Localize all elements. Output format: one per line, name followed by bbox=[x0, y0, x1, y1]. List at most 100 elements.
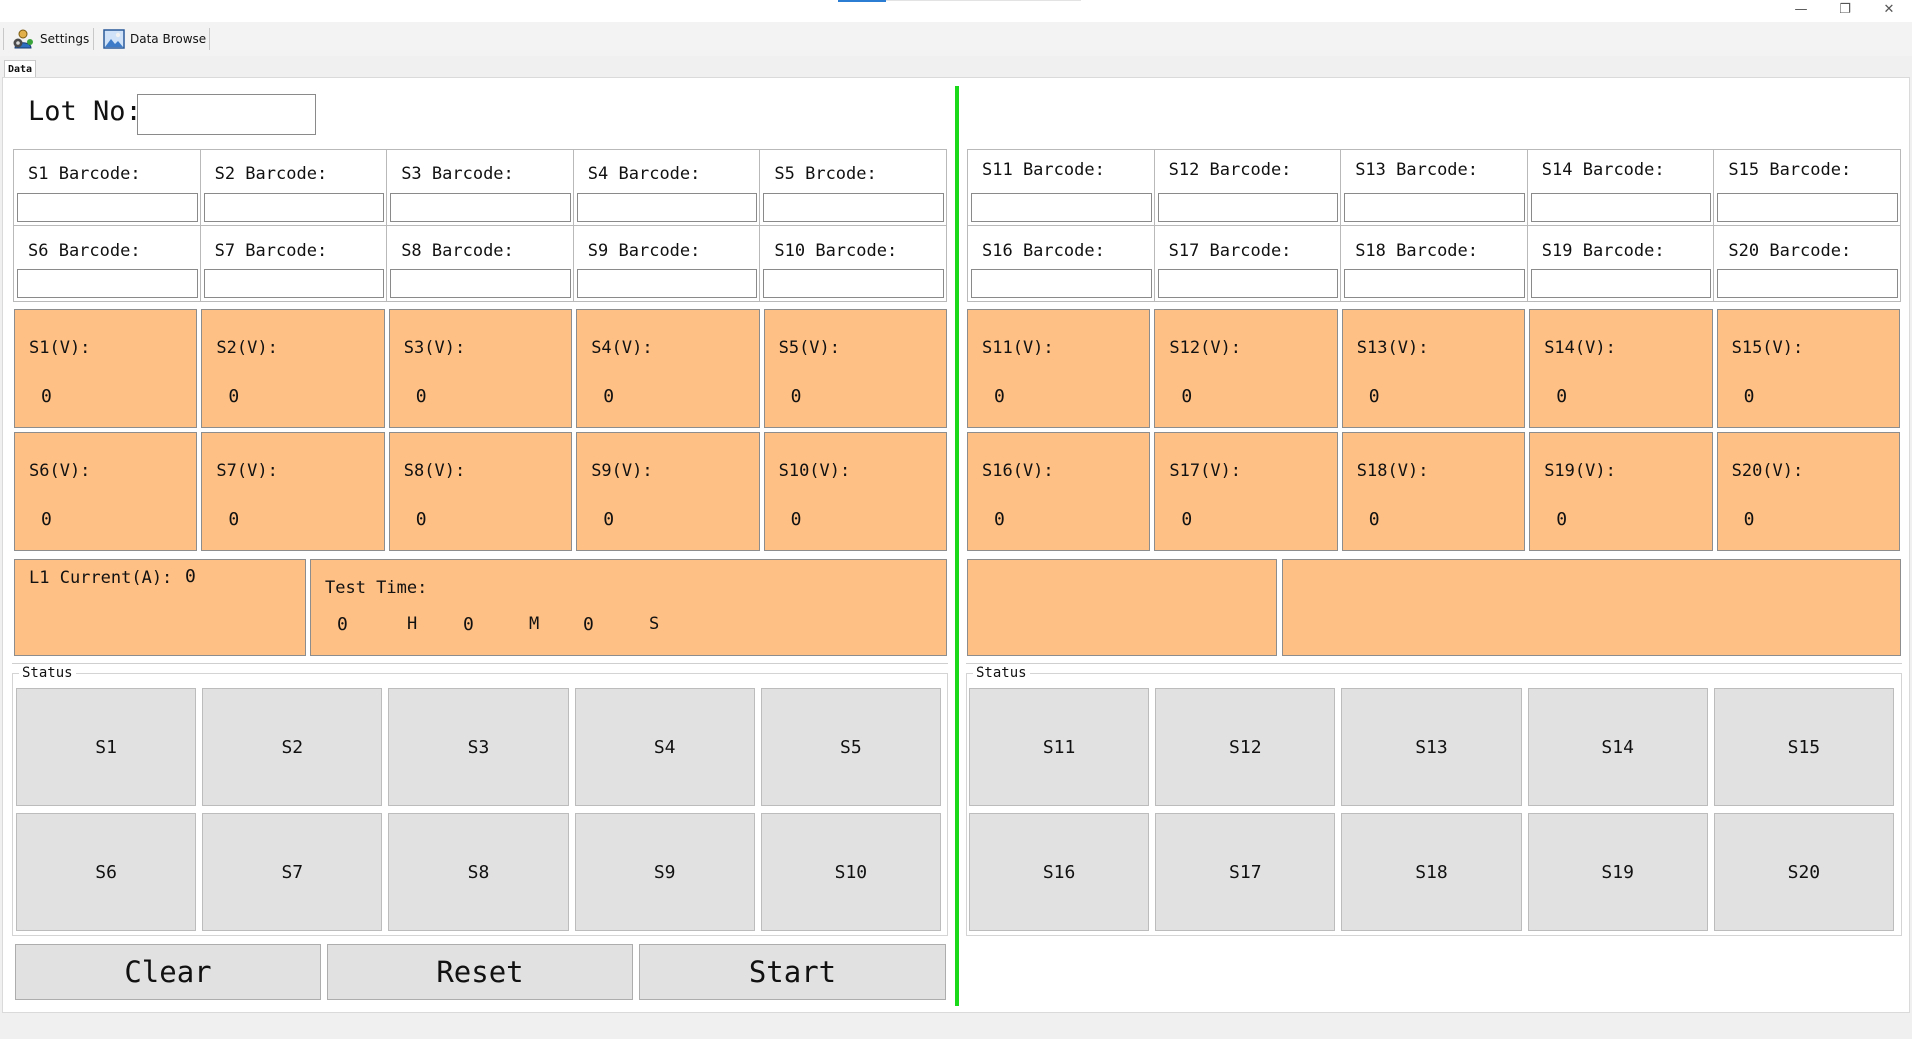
voltage-cell: S1(V): 0 bbox=[14, 309, 198, 428]
data-browse-button[interactable]: Data Browse bbox=[96, 26, 212, 52]
voltage-label: S18(V): bbox=[1356, 461, 1429, 481]
barcode-cell: S9 Barcode: bbox=[572, 225, 761, 302]
barcode-cell: S4 Barcode: bbox=[572, 149, 761, 226]
voltage-label: S7(V): bbox=[216, 461, 278, 481]
status-indicator[interactable]: S11 bbox=[969, 688, 1150, 806]
settings-person-gear-icon bbox=[13, 29, 33, 49]
status-indicator[interactable]: S18 bbox=[1341, 813, 1522, 931]
voltage-cell: S14(V): 0 bbox=[1529, 309, 1713, 428]
voltage-label: S13(V): bbox=[1356, 338, 1429, 358]
tab-data[interactable]: Data bbox=[4, 60, 36, 78]
status-indicator[interactable]: S9 bbox=[574, 813, 755, 931]
voltage-label: S20(V): bbox=[1731, 461, 1804, 481]
voltage-label: S19(V): bbox=[1544, 461, 1616, 481]
voltage-cell: S9(V): 0 bbox=[576, 432, 760, 551]
status-indicator[interactable]: S14 bbox=[1527, 688, 1708, 806]
barcode-input[interactable] bbox=[576, 269, 758, 298]
status-indicator[interactable]: S10 bbox=[760, 813, 941, 931]
status-indicator[interactable]: S8 bbox=[388, 813, 569, 931]
voltage-value: 0 bbox=[1368, 386, 1380, 407]
start-button[interactable]: Start bbox=[639, 944, 946, 1000]
barcode-cell: S2 Barcode: bbox=[199, 149, 388, 226]
voltage-cell: S6(V): 0 bbox=[14, 432, 198, 551]
barcode-input[interactable] bbox=[203, 193, 385, 222]
barcode-cell: S3 Barcode: bbox=[386, 149, 574, 226]
barcode-cell: S15 Barcode: bbox=[1713, 149, 1901, 226]
status-indicator[interactable]: S2 bbox=[202, 688, 383, 806]
status-indicator[interactable]: S4 bbox=[574, 688, 755, 806]
barcode-input[interactable] bbox=[576, 193, 758, 222]
barcode-input[interactable] bbox=[1344, 269, 1525, 298]
barcode-input[interactable] bbox=[971, 193, 1152, 222]
barcode-cell: S19 Barcode: bbox=[1526, 225, 1715, 302]
voltage-value: 0 bbox=[41, 386, 52, 407]
close-button[interactable]: ✕ bbox=[1883, 2, 1895, 17]
barcode-input[interactable] bbox=[1717, 193, 1898, 222]
status-indicator[interactable]: S6 bbox=[16, 813, 197, 931]
left-separator bbox=[12, 663, 948, 664]
barcode-label: S18 Barcode: bbox=[1355, 241, 1479, 261]
status-indicator[interactable]: S19 bbox=[1527, 813, 1708, 931]
barcode-label: S17 Barcode: bbox=[1168, 241, 1292, 261]
left-status-group: Status bbox=[12, 665, 948, 936]
settings-button[interactable]: Settings bbox=[6, 26, 95, 52]
status-indicator[interactable]: S5 bbox=[760, 688, 941, 806]
status-indicator[interactable]: S20 bbox=[1713, 813, 1894, 931]
voltage-value: 0 bbox=[41, 509, 52, 530]
barcode-input[interactable] bbox=[763, 269, 944, 298]
barcode-input[interactable] bbox=[390, 269, 571, 298]
barcode-input[interactable] bbox=[1717, 269, 1898, 298]
status-indicator[interactable]: S15 bbox=[1713, 688, 1894, 806]
status-indicator[interactable]: S1 bbox=[16, 688, 197, 806]
voltage-value: 0 bbox=[790, 386, 802, 407]
voltage-value: 0 bbox=[603, 386, 615, 407]
barcode-input[interactable] bbox=[1157, 269, 1339, 298]
status-indicator[interactable]: S17 bbox=[1155, 813, 1336, 931]
status-indicator[interactable]: S13 bbox=[1341, 688, 1522, 806]
restore-button[interactable]: ❐ bbox=[1839, 2, 1851, 17]
voltage-value: 0 bbox=[994, 509, 1005, 530]
barcode-input[interactable] bbox=[1530, 193, 1712, 222]
barcode-input[interactable] bbox=[17, 269, 198, 298]
barcode-input[interactable] bbox=[1344, 193, 1525, 222]
barcode-label: S14 Barcode: bbox=[1541, 160, 1665, 180]
current-label: L1 Current(A): bbox=[29, 568, 173, 588]
barcode-label: S13 Barcode: bbox=[1355, 160, 1479, 180]
barcode-input[interactable] bbox=[17, 193, 198, 222]
barcode-cell: S5 Brcode: bbox=[759, 149, 947, 226]
voltage-label: S11(V): bbox=[982, 338, 1054, 358]
voltage-label: S14(V): bbox=[1544, 338, 1616, 358]
barcode-input[interactable] bbox=[1530, 269, 1712, 298]
voltage-cell: S18(V): 0 bbox=[1341, 432, 1526, 551]
barcode-label: S5 Brcode: bbox=[774, 164, 877, 184]
title-accent-line bbox=[886, 0, 1081, 1]
voltage-value: 0 bbox=[228, 509, 240, 530]
clear-button[interactable]: Clear bbox=[15, 944, 321, 1000]
reset-button[interactable]: Reset bbox=[327, 944, 633, 1000]
barcode-input[interactable] bbox=[203, 269, 385, 298]
test-time-minutes: 0 bbox=[463, 614, 474, 635]
status-indicator[interactable]: S7 bbox=[202, 813, 383, 931]
toolbar-separator bbox=[93, 28, 94, 50]
barcode-input[interactable] bbox=[971, 269, 1152, 298]
voltage-cell: S2(V): 0 bbox=[201, 309, 385, 428]
status-indicator[interactable]: S16 bbox=[969, 813, 1150, 931]
barcode-input[interactable] bbox=[763, 193, 944, 222]
test-time-s-unit: S bbox=[649, 614, 660, 634]
voltage-cell: S12(V): 0 bbox=[1154, 309, 1338, 428]
settings-label: Settings bbox=[40, 32, 90, 46]
status-indicator[interactable]: S12 bbox=[1155, 688, 1336, 806]
barcode-input[interactable] bbox=[390, 193, 571, 222]
status-indicator[interactable]: S3 bbox=[388, 688, 569, 806]
voltage-cell: S15(V): 0 bbox=[1716, 309, 1900, 428]
barcode-label: S12 Barcode: bbox=[1168, 160, 1292, 180]
voltage-cell: S4(V): 0 bbox=[576, 309, 760, 428]
lot-no-input[interactable] bbox=[137, 94, 316, 135]
voltage-value: 0 bbox=[1556, 509, 1568, 530]
barcode-cell: S10 Barcode: bbox=[759, 225, 947, 302]
voltage-value: 0 bbox=[994, 386, 1005, 407]
voltage-cell: S7(V): 0 bbox=[201, 432, 385, 551]
minimize-button[interactable]: — bbox=[1794, 2, 1808, 17]
voltage-label: S17(V): bbox=[1169, 461, 1242, 481]
barcode-input[interactable] bbox=[1157, 193, 1339, 222]
